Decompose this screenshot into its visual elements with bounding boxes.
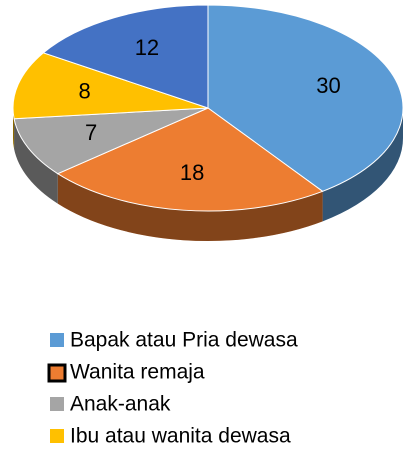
slice (13, 107, 209, 175)
slice-side-shade (57, 173, 323, 241)
data-label: 18 (180, 160, 204, 185)
legend-swatch (50, 429, 64, 443)
legend-label: Wanita remaja (70, 361, 205, 384)
slice-side-shade (322, 108, 403, 222)
legend-label: Anak-anak (70, 393, 171, 416)
data-label: 30 (316, 73, 340, 98)
data-label: 7 (85, 120, 97, 145)
legend-swatch (47, 363, 67, 383)
legend-label: Bapak atau Pria dewasa (70, 329, 298, 352)
legend-swatch (50, 397, 64, 411)
slice (12, 52, 209, 120)
slice-side (14, 118, 58, 204)
slice (207, 4, 404, 192)
data-label: 8 (78, 79, 90, 104)
data-label: 12 (135, 35, 159, 60)
slice-side (322, 108, 403, 222)
legend-swatch (50, 333, 64, 347)
legend-label: Ibu atau wanita dewasa (70, 425, 291, 448)
slice (56, 107, 324, 212)
slice-side (57, 173, 323, 241)
slice (42, 4, 209, 109)
slice-side-shade (14, 118, 58, 204)
